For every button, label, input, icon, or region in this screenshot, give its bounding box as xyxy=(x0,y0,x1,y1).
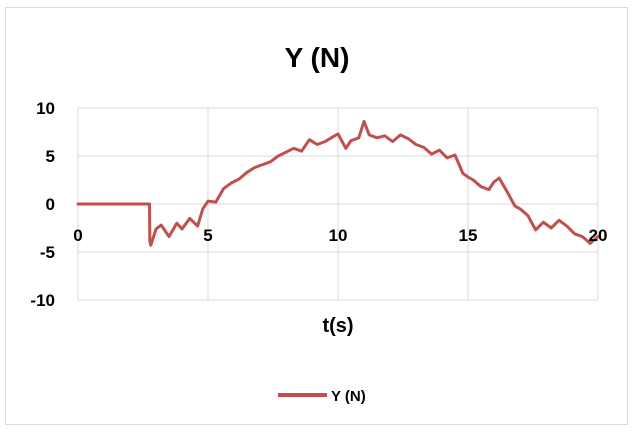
legend: Y (N) xyxy=(278,388,366,405)
y-tick-label: 0 xyxy=(46,195,55,214)
chart-frame xyxy=(5,7,628,425)
chart-title: Y (N) xyxy=(285,42,350,73)
legend-label-y: Y (N) xyxy=(331,388,366,405)
y-tick-label: 5 xyxy=(46,147,55,166)
x-tick-labels: 0 5 10 15 20 xyxy=(73,226,607,245)
y-tick-label: -10 xyxy=(30,291,55,310)
series-layer xyxy=(76,119,600,247)
grid xyxy=(77,107,599,301)
series-line-y xyxy=(76,119,600,247)
y-tick-label: 10 xyxy=(36,99,55,118)
y-tick-label: -5 xyxy=(40,243,55,262)
x-tick-label: 0 xyxy=(73,226,82,245)
x-tick-label: 15 xyxy=(459,226,478,245)
x-axis-label: t(s) xyxy=(322,315,353,337)
y-tick-labels: 10 5 0 -5 -10 xyxy=(30,99,55,310)
x-tick-label: 20 xyxy=(589,226,608,245)
x-tick-label: 10 xyxy=(329,226,348,245)
x-tick-label: 5 xyxy=(203,226,212,245)
